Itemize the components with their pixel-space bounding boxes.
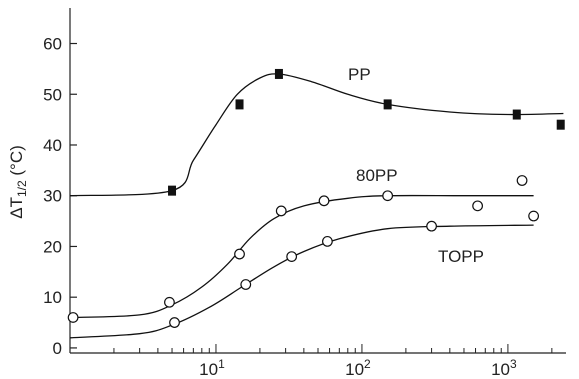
marker-80pp	[516, 175, 528, 186]
marker-topp	[322, 235, 333, 247]
y-tick-label: 30	[43, 187, 62, 206]
marker-80pp	[67, 312, 79, 323]
x-tick-label: 102	[345, 357, 371, 379]
fit-curves	[69, 73, 564, 339]
y-tick-label: 10	[43, 288, 62, 307]
y-axis-label: ΔT1/2 (°C)	[7, 145, 29, 219]
marker-pp	[235, 99, 244, 110]
x-tick-label: 103	[491, 357, 517, 379]
marker-pp	[383, 99, 392, 110]
y-tick-label: 60	[43, 35, 62, 54]
marker-80pp	[528, 210, 540, 222]
marker-pp	[274, 68, 283, 79]
marker-80pp	[472, 200, 484, 212]
curve-pp	[69, 73, 564, 197]
y-tick-label: 20	[43, 237, 62, 256]
curve-topp	[69, 224, 534, 339]
marker-pp	[168, 185, 177, 196]
y-tick-label: 40	[43, 136, 62, 155]
series-label-pp: PP	[348, 65, 371, 84]
x-ticks: 101 102 103	[69, 344, 553, 379]
series-label-80pp: 80PP	[356, 166, 398, 185]
marker-80pp	[164, 296, 175, 308]
y-tick-label: 0	[53, 339, 62, 358]
marker-80pp	[234, 248, 245, 260]
y-ticks: 0 10 20 30 40 50 60	[43, 35, 77, 358]
marker-80pp	[275, 205, 287, 217]
marker-topp	[169, 317, 180, 328]
data-markers	[67, 68, 565, 328]
series-labels: PP 80PP TOPP	[348, 65, 484, 266]
x-tick-label: 101	[199, 357, 225, 379]
y-tick-label: 50	[43, 85, 62, 104]
series-label-topp: TOPP	[438, 247, 484, 266]
axes	[69, 8, 566, 354]
marker-topp	[286, 251, 298, 263]
marker-topp	[426, 220, 437, 232]
marker-80pp	[382, 190, 394, 202]
marker-80pp	[318, 195, 330, 207]
marker-pp	[512, 109, 521, 120]
marker-topp	[240, 279, 252, 290]
marker-pp	[556, 119, 565, 130]
